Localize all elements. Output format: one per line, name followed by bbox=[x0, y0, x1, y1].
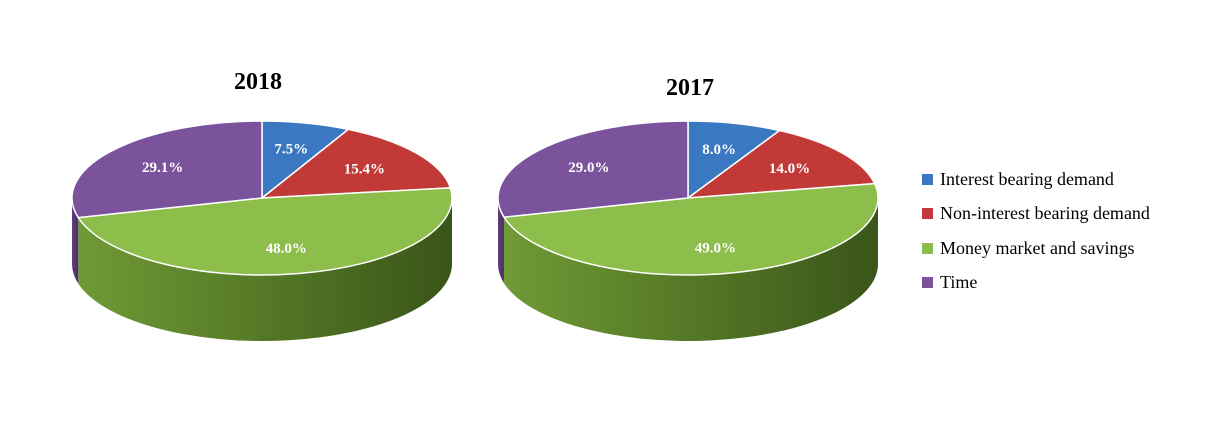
data-label-2017-money-market-and-savings: 49.0% bbox=[695, 241, 736, 257]
pie-title-2017: 2017 bbox=[666, 75, 714, 101]
slice-side-2018-time bbox=[72, 198, 79, 284]
data-label-2018-money-market-and-savings: 48.0% bbox=[266, 241, 307, 257]
slice-2017-interest-bearing-demand bbox=[687, 120, 782, 200]
legend: Interest bearing demand Non-interest bea… bbox=[922, 162, 1150, 300]
data-label-2017-interest-bearing-demand: 8.0% bbox=[702, 142, 736, 158]
legend-swatch bbox=[922, 173, 933, 185]
slice-side-2017-money-market-and-savings bbox=[503, 198, 878, 341]
slice-2018-non-interest-bearing-demand bbox=[259, 128, 452, 199]
data-label-2017-non-interest-bearing-demand: 14.0% bbox=[769, 161, 810, 177]
data-label-2018-time: 29.1% bbox=[142, 160, 183, 176]
legend-item-non-interest-bearing-demand: Non-interest bearing demand bbox=[922, 197, 1150, 232]
data-label-2018-non-interest-bearing-demand: 15.4% bbox=[344, 162, 385, 178]
legend-swatch bbox=[922, 242, 933, 254]
slice-side-2018-money-market-and-savings bbox=[78, 198, 453, 342]
slice-2018-time bbox=[71, 120, 263, 219]
slice-2017-non-interest-bearing-demand bbox=[685, 129, 876, 199]
legend-swatch bbox=[922, 208, 933, 220]
slice-2018-money-market-and-savings bbox=[76, 187, 453, 276]
slice-side-2017-time bbox=[498, 198, 504, 284]
legend-swatch bbox=[922, 277, 933, 289]
legend-label: Non-interest bearing demand bbox=[940, 203, 1150, 224]
slice-2017-time bbox=[497, 120, 689, 218]
legend-item-time: Time bbox=[922, 266, 1150, 301]
pie-2018: 7.5% 15.4% 48.0% 29.1% 2018 bbox=[71, 69, 453, 342]
data-label-2018-interest-bearing-demand: 7.5% bbox=[274, 142, 308, 158]
pie-2017: 8.0% 14.0% 49.0% 29.0% 2017 bbox=[497, 75, 879, 341]
legend-item-interest-bearing-demand: Interest bearing demand bbox=[922, 162, 1150, 197]
slice-2017-money-market-and-savings bbox=[502, 182, 879, 276]
legend-item-money-market-and-savings: Money market and savings bbox=[922, 231, 1150, 266]
legend-label: Interest bearing demand bbox=[940, 168, 1114, 189]
pie-title-2018: 2018 bbox=[234, 69, 282, 95]
legend-label: Money market and savings bbox=[940, 237, 1135, 258]
data-label-2017-time: 29.0% bbox=[568, 160, 609, 176]
legend-label: Time bbox=[940, 272, 978, 293]
